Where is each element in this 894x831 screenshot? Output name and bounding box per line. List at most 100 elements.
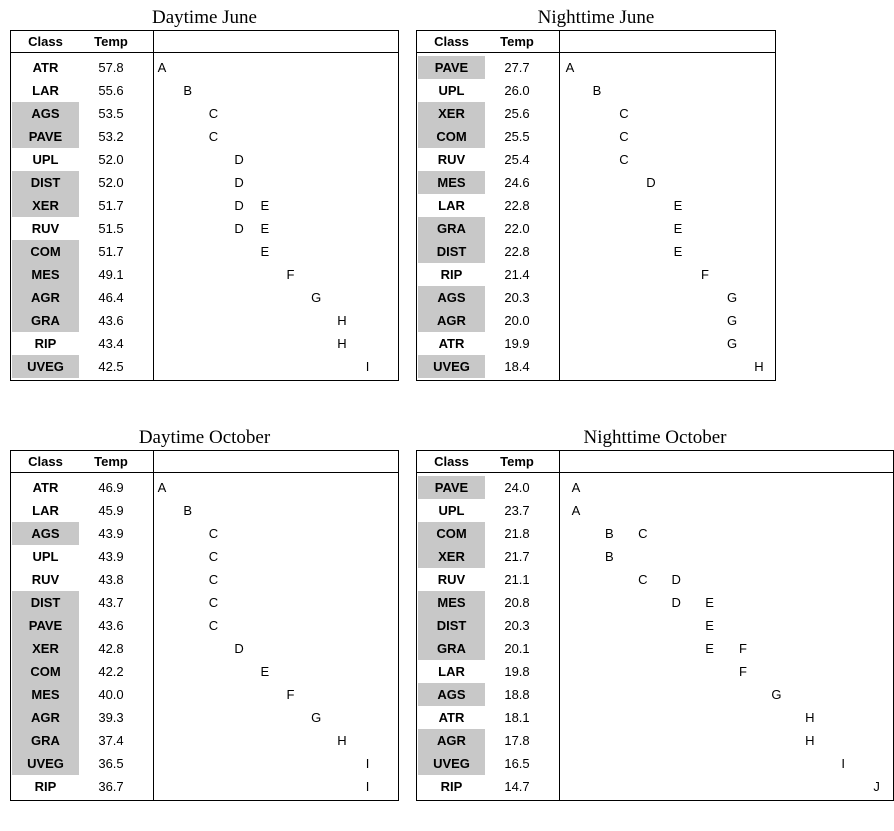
group-letter: I (365, 359, 370, 374)
temp-cell: 55.6 (98, 83, 124, 98)
group-letter: G (726, 336, 738, 351)
temp-cell: 46.9 (98, 480, 124, 495)
class-cell: DIST (418, 240, 485, 263)
data-table: Class Temp ATR 46.9 A LAR 45.9 B AGS 43.9 C UPL 43.9… (10, 450, 399, 801)
class-cell: GRA (12, 309, 79, 332)
group-letter: C (619, 129, 629, 144)
group-letter: H (805, 733, 815, 748)
table-row: ATR 57.8 A (11, 56, 398, 79)
temp-cell: 43.6 (98, 313, 124, 328)
class-cell: LAR (438, 664, 465, 679)
temp-cell: 43.4 (98, 336, 124, 351)
group-letter: E (673, 244, 683, 259)
panel-title: Nighttime October (583, 427, 727, 448)
class-cell: RUV (437, 572, 466, 587)
table-row: AGR 39.3 G (11, 706, 398, 729)
class-cell: LAR (438, 198, 465, 213)
class-cell: COM (12, 240, 79, 263)
table-row: AGS 53.5 C (11, 102, 398, 125)
table-panel: Daytime June Class Temp ATR 57.8 A LAR 55.6 B AGS… (10, 7, 399, 381)
group-letter: C (208, 572, 219, 587)
table-row: XER 51.7 D E (11, 194, 398, 217)
class-cell: UVEG (418, 355, 485, 378)
temp-cell: 24.0 (504, 480, 530, 495)
data-table: Class Temp ATR 57.8 A LAR 55.6 B AGS 53.5 C PAVE 53.… (10, 30, 399, 381)
table-row: LAR 55.6 B (11, 79, 398, 102)
class-cell: PAVE (418, 56, 485, 79)
group-letter: H (754, 359, 764, 374)
group-letter: G (726, 290, 738, 305)
group-letter: A (565, 60, 575, 75)
table-row: RUV 43.8 C (11, 568, 398, 591)
temp-cell: 51.7 (98, 244, 124, 259)
table-row: AGS 20.3 G (417, 286, 775, 309)
temp-cell: 43.7 (98, 595, 124, 610)
group-letter: C (638, 526, 648, 541)
group-letter: F (739, 641, 747, 656)
temp-cell: 20.1 (504, 641, 530, 656)
group-letter: C (619, 106, 629, 121)
class-cell: ATR (438, 336, 465, 351)
table-row: UPL 43.9 C (11, 545, 398, 568)
table-row: UPL 52.0 D (11, 148, 398, 171)
group-letter: C (208, 618, 219, 633)
class-cell: COM (12, 660, 79, 683)
table-header: Class Temp (11, 31, 398, 53)
group-letter: D (646, 175, 656, 190)
group-letter: J (873, 779, 880, 794)
temp-cell: 14.7 (504, 779, 530, 794)
temp-cell: 51.7 (98, 198, 124, 213)
group-letter: H (337, 313, 347, 328)
table-row: RUV 51.5 D E (11, 217, 398, 240)
temp-cell: 21.8 (504, 526, 530, 541)
temp-cell: 43.9 (98, 526, 124, 541)
temp-cell: 42.2 (98, 664, 124, 679)
class-cell: UVEG (12, 752, 79, 775)
table-row: AGS 18.8 G (417, 683, 893, 706)
header-class: Class (434, 454, 469, 469)
header-temp: Temp (94, 34, 128, 49)
class-cell: AGR (12, 286, 79, 309)
table-row: RIP 14.7 J (417, 775, 893, 798)
class-cell: UPL (32, 152, 59, 167)
table-row: MES 20.8 D E (417, 591, 893, 614)
class-cell: XER (12, 194, 79, 217)
temp-cell: 43.9 (98, 549, 124, 564)
panel-title: Daytime June (151, 7, 257, 28)
group-letter: A (571, 503, 581, 518)
group-letter: F (739, 664, 747, 679)
group-letter: A (157, 60, 167, 75)
class-cell: COM (418, 522, 485, 545)
temp-cell: 49.1 (98, 267, 124, 282)
temp-cell: 45.9 (98, 503, 124, 518)
class-cell: COM (418, 125, 485, 148)
class-cell: RIP (34, 779, 57, 794)
table-row: XER 21.7 B (417, 545, 893, 568)
table-row: COM 21.8 B C (417, 522, 893, 545)
class-cell: UPL (32, 549, 59, 564)
group-letter: C (208, 106, 219, 121)
class-cell: AGS (418, 286, 485, 309)
group-letter: D (234, 175, 244, 190)
class-cell: PAVE (418, 476, 485, 499)
group-letter: E (260, 244, 270, 259)
header-temp: Temp (500, 454, 534, 469)
data-table: Class Temp PAVE 24.0 A UPL 23.7 A COM 21.8 B C XER 21… (416, 450, 894, 801)
group-letter: F (286, 267, 295, 282)
table-row: UPL 23.7 A (417, 499, 893, 522)
table-row: RUV 21.1 C D (417, 568, 893, 591)
panel-title: Daytime October (138, 427, 271, 448)
temp-cell: 43.6 (98, 618, 124, 633)
class-cell: AGS (12, 522, 79, 545)
group-letter: D (671, 595, 681, 610)
group-letter: E (260, 198, 270, 213)
table-row: RIP 36.7 I (11, 775, 398, 798)
class-cell: RIP (440, 779, 463, 794)
temp-cell: 21.1 (504, 572, 530, 587)
table-row: UVEG 16.5 I (417, 752, 893, 775)
table-row: ATR 19.9 G (417, 332, 775, 355)
group-letter: E (705, 595, 714, 610)
class-cell: MES (12, 683, 79, 706)
temp-cell: 36.5 (98, 756, 124, 771)
group-letter: B (605, 549, 614, 564)
